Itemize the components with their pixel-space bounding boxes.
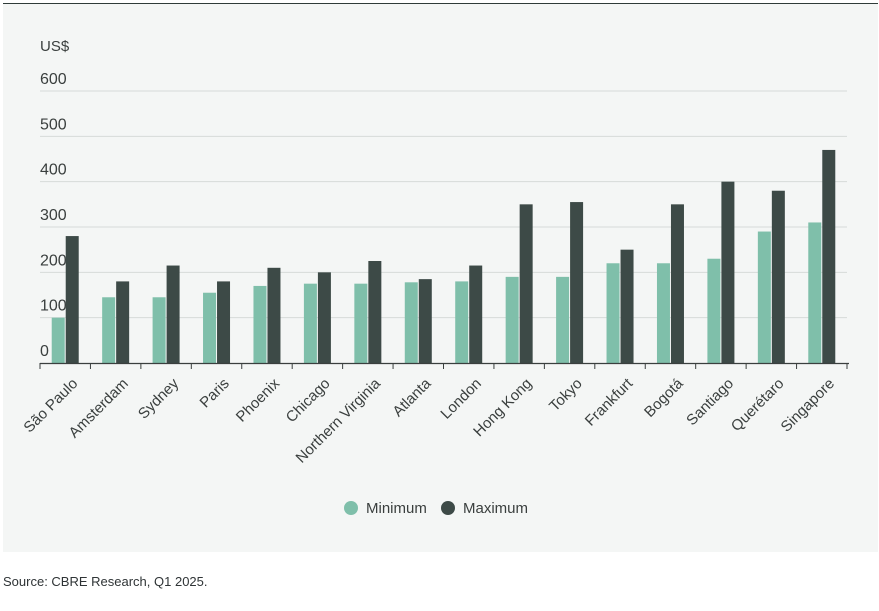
category-label: Singapore bbox=[778, 375, 838, 435]
bars bbox=[51, 149, 836, 363]
category-label: London bbox=[437, 375, 484, 422]
bar-minimum bbox=[203, 292, 217, 363]
bar-maximum bbox=[65, 236, 79, 363]
y-tick-label: 500 bbox=[40, 116, 67, 133]
category-label: Querétaro bbox=[728, 375, 788, 435]
y-tick-label: 200 bbox=[40, 252, 67, 269]
y-tick-label: 300 bbox=[40, 207, 67, 224]
bar-maximum bbox=[317, 272, 331, 363]
bar-minimum bbox=[102, 297, 116, 363]
source-note: Source: CBRE Research, Q1 2025. bbox=[3, 574, 208, 589]
bar-minimum bbox=[354, 283, 368, 363]
y-tick-label: 100 bbox=[40, 298, 67, 315]
bar-minimum bbox=[404, 282, 418, 363]
bar-maximum bbox=[166, 265, 180, 363]
bar-maximum bbox=[217, 281, 231, 363]
category-label: Northern Virginia bbox=[293, 375, 385, 467]
bar-maximum bbox=[670, 204, 684, 363]
bar-minimum bbox=[253, 285, 267, 363]
y-tick-label: 600 bbox=[40, 71, 67, 88]
category-label: Chicago bbox=[283, 375, 334, 426]
bar-maximum bbox=[116, 281, 130, 363]
bar-maximum bbox=[570, 202, 584, 363]
y-tick-label: 400 bbox=[40, 162, 67, 179]
bar-minimum bbox=[707, 258, 721, 363]
chart-panel: US$ 0 100 200 300 400 500 600 São Paulo Amsterd… bbox=[3, 3, 878, 552]
bar-maximum bbox=[822, 149, 836, 363]
x-tick-marks bbox=[39, 363, 848, 369]
category-label: Paris bbox=[197, 375, 233, 411]
bar-minimum bbox=[505, 276, 519, 363]
category-label: Bogotá bbox=[641, 375, 687, 421]
category-label: Sydney bbox=[135, 375, 183, 423]
category-label: Atlanta bbox=[389, 375, 435, 421]
bar-minimum bbox=[152, 297, 166, 363]
bar-minimum bbox=[556, 276, 570, 363]
legend-maximum-label: Maximum bbox=[463, 500, 528, 517]
category-label: Tokyo bbox=[546, 375, 586, 415]
bar-maximum bbox=[721, 181, 735, 363]
legend-minimum-swatch bbox=[344, 501, 358, 515]
y-tick-labels: 0 100 200 300 400 500 600 bbox=[40, 71, 67, 360]
bar-minimum bbox=[808, 222, 822, 363]
bar-minimum bbox=[656, 263, 670, 363]
y-axis-unit-label: US$ bbox=[40, 38, 70, 55]
bar-minimum bbox=[606, 263, 620, 363]
bar-maximum bbox=[469, 265, 483, 363]
bar-maximum bbox=[620, 249, 634, 363]
bar-maximum bbox=[519, 204, 533, 363]
bar-maximum bbox=[771, 190, 785, 363]
bar-minimum bbox=[455, 281, 469, 363]
y-tick-label: 0 bbox=[40, 343, 49, 360]
legend-maximum-swatch bbox=[441, 501, 455, 515]
bar-minimum bbox=[757, 231, 771, 363]
legend: Minimum Maximum bbox=[344, 500, 528, 517]
bar-minimum bbox=[51, 317, 65, 363]
bar-maximum bbox=[267, 267, 281, 363]
category-label: Frankfurt bbox=[582, 375, 637, 430]
bar-minimum bbox=[303, 283, 317, 363]
bar-maximum bbox=[368, 261, 382, 363]
category-label: Phoenix bbox=[233, 375, 284, 426]
bar-maximum bbox=[418, 279, 432, 363]
legend-minimum-label: Minimum bbox=[366, 500, 427, 517]
